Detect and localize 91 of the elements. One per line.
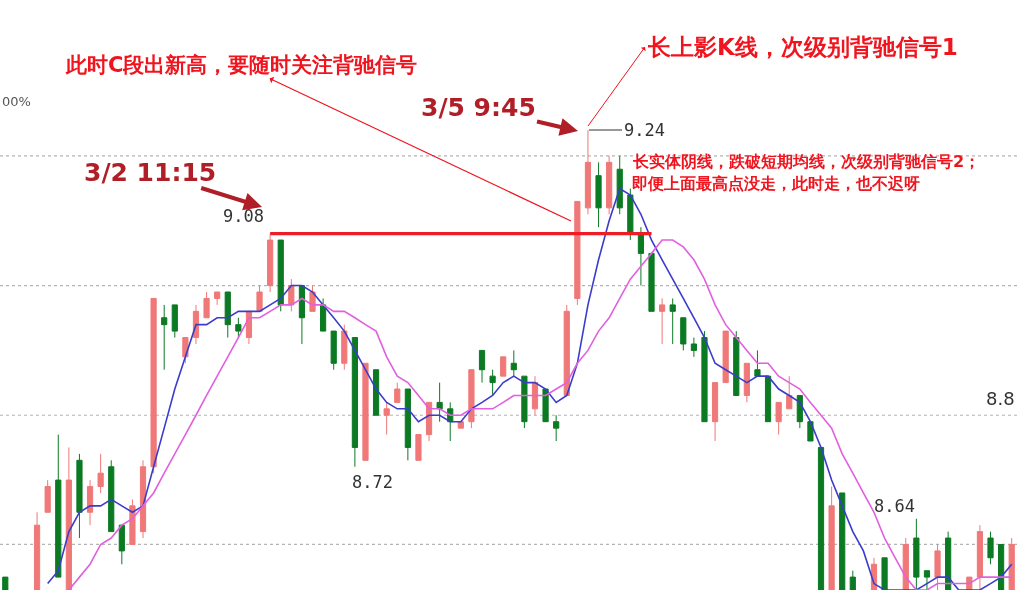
candlestick bbox=[743, 362, 750, 403]
text: 此时C段出新高，要随时关注背驰信号 bbox=[65, 53, 418, 77]
candlestick bbox=[182, 337, 189, 364]
candlestick bbox=[807, 421, 814, 442]
candlestick bbox=[383, 401, 390, 436]
candlestick bbox=[372, 369, 380, 416]
text: 3/5 9:45 bbox=[421, 93, 536, 122]
candlestick bbox=[754, 349, 761, 377]
candlestick bbox=[76, 453, 83, 539]
annotation: 即便上面最高点没走，此时走，也不迟呀 bbox=[632, 174, 920, 193]
annotation: 3/2 11:15 bbox=[84, 158, 217, 187]
candlestick bbox=[150, 297, 157, 474]
text: 00% bbox=[2, 94, 31, 109]
candlestick bbox=[118, 524, 125, 565]
candlestick bbox=[351, 337, 358, 468]
annotation: 长实体阴线，跌破短期均线，次级别背驰信号2； bbox=[632, 152, 981, 171]
candlestick bbox=[203, 291, 210, 319]
candlestick bbox=[415, 434, 422, 461]
annotation: 8.72 bbox=[352, 472, 393, 492]
candlestick bbox=[616, 155, 623, 215]
candlestick bbox=[330, 330, 337, 371]
candlestick bbox=[277, 239, 284, 312]
candlestick bbox=[775, 401, 782, 436]
candlestick bbox=[86, 479, 94, 526]
candlestick bbox=[839, 492, 846, 590]
text: 长上影K线，次级别背驰信号1 bbox=[647, 34, 958, 60]
candlestick bbox=[680, 317, 687, 351]
candlestick bbox=[606, 155, 613, 215]
candlestick bbox=[161, 304, 168, 371]
candlestick bbox=[436, 382, 443, 423]
candlestick bbox=[584, 129, 592, 215]
annotation: 8.8 bbox=[986, 388, 1015, 409]
candlestick bbox=[500, 356, 507, 377]
candlestick bbox=[976, 524, 984, 590]
candlestick bbox=[521, 375, 528, 429]
candlestick bbox=[627, 188, 634, 241]
candlestick bbox=[44, 479, 51, 513]
candlestick bbox=[404, 388, 411, 461]
candlestick bbox=[563, 304, 570, 396]
candlestick bbox=[139, 459, 147, 539]
candlestick bbox=[510, 349, 517, 377]
annotation: 9.08 bbox=[223, 206, 264, 226]
candlestick bbox=[923, 570, 931, 590]
candlestick bbox=[33, 511, 41, 590]
candlestick bbox=[542, 388, 549, 423]
candlestick bbox=[711, 382, 719, 442]
candlestick bbox=[849, 570, 856, 590]
candlestick bbox=[764, 375, 772, 423]
candlestick bbox=[934, 543, 941, 590]
candlestick bbox=[97, 453, 104, 494]
candlestick bbox=[659, 297, 666, 345]
candlestick bbox=[65, 446, 72, 590]
candlestick bbox=[531, 375, 539, 416]
candlestick bbox=[298, 285, 306, 345]
candlestick bbox=[256, 285, 263, 312]
candlestick bbox=[341, 324, 348, 371]
candlestick bbox=[267, 233, 274, 293]
candlestick bbox=[2, 576, 9, 590]
candlestick bbox=[224, 291, 231, 339]
annotation: 9.24 bbox=[624, 120, 665, 140]
candlestick bbox=[733, 330, 740, 396]
candlestick bbox=[362, 362, 369, 461]
candlestick bbox=[457, 421, 464, 429]
candlestick bbox=[913, 518, 920, 590]
candlestick bbox=[817, 446, 825, 590]
candlestick bbox=[637, 226, 645, 287]
candlestick bbox=[648, 252, 655, 312]
candlestick bbox=[489, 369, 496, 396]
candlestick bbox=[394, 382, 401, 403]
candlestick bbox=[701, 330, 708, 423]
candlestick bbox=[786, 375, 793, 410]
candlestick bbox=[214, 291, 221, 306]
candlestick bbox=[669, 297, 676, 345]
candlestick bbox=[574, 200, 581, 306]
candlestick bbox=[881, 557, 888, 590]
candlestick bbox=[171, 304, 178, 339]
candlestick bbox=[468, 369, 475, 429]
candlestick bbox=[690, 337, 697, 358]
candlestick bbox=[320, 297, 327, 332]
candlestick bbox=[722, 330, 729, 384]
candlestick bbox=[235, 317, 242, 339]
candlestick bbox=[595, 161, 602, 228]
candlestick bbox=[1008, 537, 1015, 590]
candlestick bbox=[55, 434, 62, 578]
candlestick bbox=[945, 531, 952, 590]
annotation: 8.64 bbox=[874, 496, 915, 516]
candlestick bbox=[987, 531, 994, 565]
candlestick bbox=[553, 414, 560, 442]
candlestick bbox=[478, 349, 486, 384]
candlestick bbox=[108, 459, 115, 533]
candlestick bbox=[828, 486, 835, 590]
